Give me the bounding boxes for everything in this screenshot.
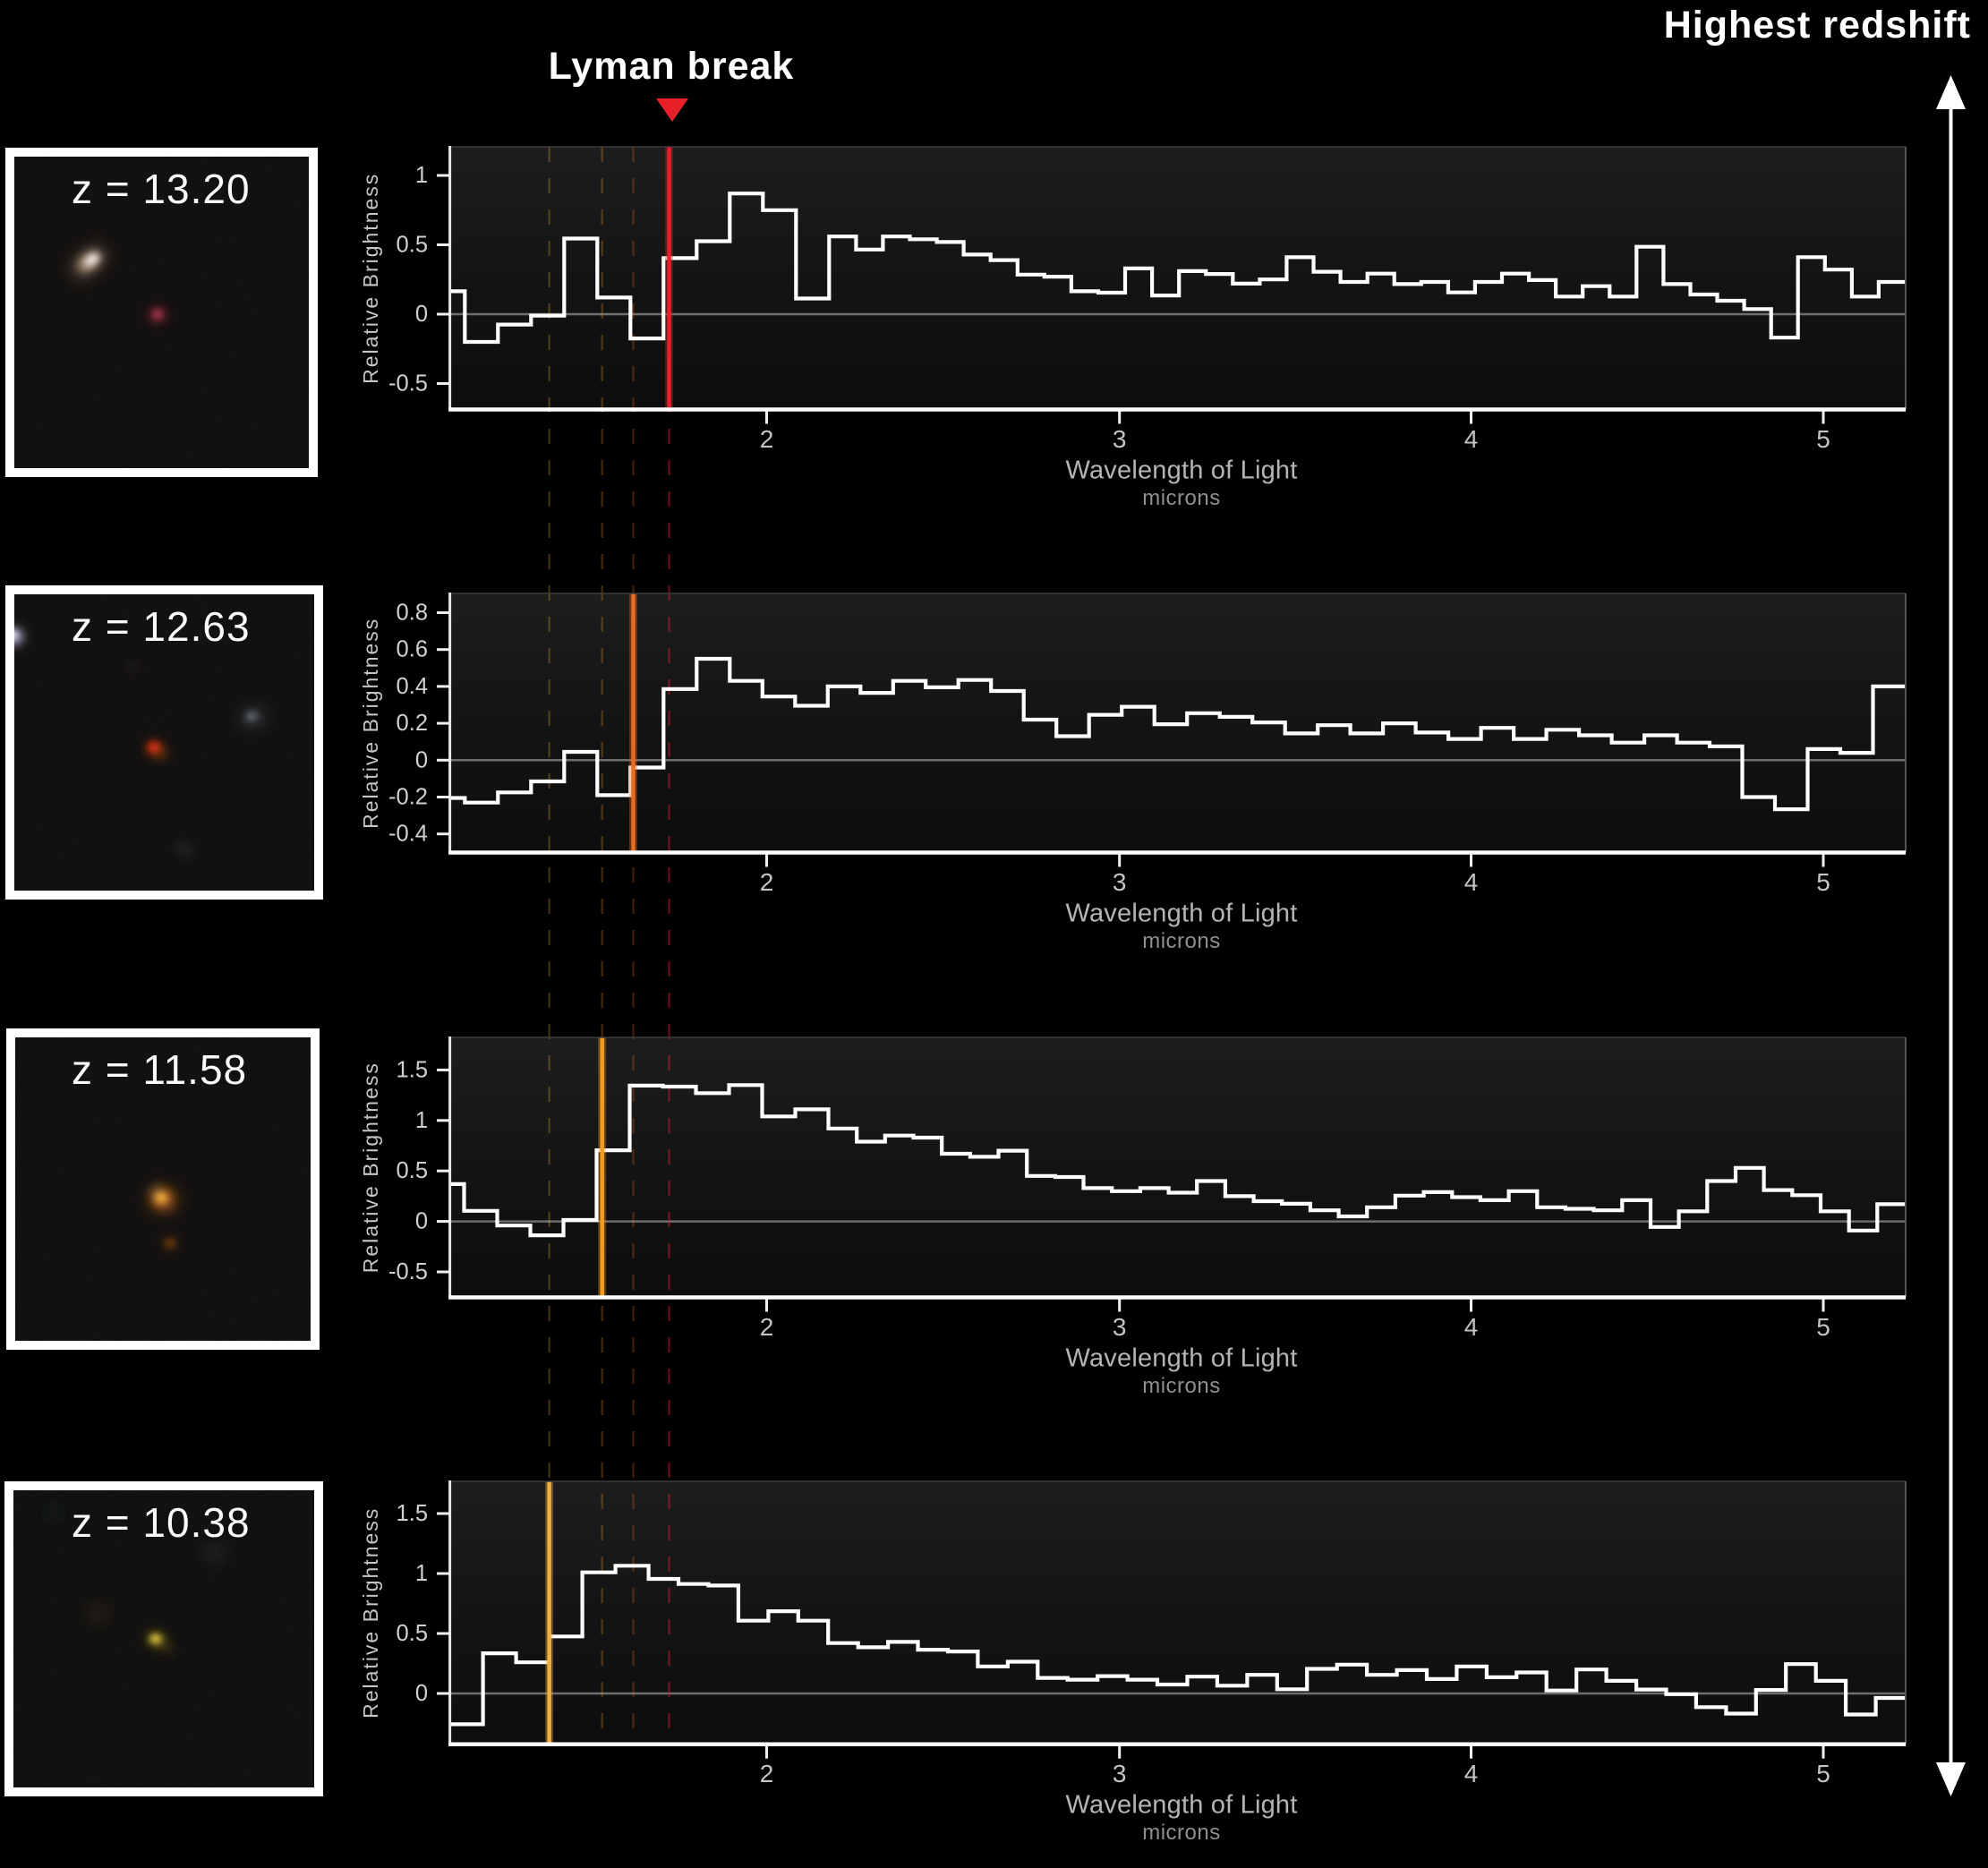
svg-text:Relative Brightness: Relative Brightness bbox=[359, 173, 382, 384]
svg-text:5: 5 bbox=[1816, 868, 1830, 896]
svg-text:2: 2 bbox=[760, 1760, 774, 1787]
svg-text:z = 10.38: z = 10.38 bbox=[72, 1499, 251, 1546]
svg-text:microns: microns bbox=[1142, 1821, 1221, 1845]
svg-text:microns: microns bbox=[1142, 929, 1221, 953]
svg-text:2: 2 bbox=[760, 425, 774, 453]
svg-text:-0.4: -0.4 bbox=[388, 822, 428, 847]
svg-text:z = 13.20: z = 13.20 bbox=[72, 166, 251, 212]
svg-text:1: 1 bbox=[415, 163, 428, 188]
svg-text:3: 3 bbox=[1113, 425, 1127, 453]
svg-text:microns: microns bbox=[1142, 486, 1221, 510]
svg-text:0.2: 0.2 bbox=[397, 711, 428, 736]
svg-text:z = 11.58: z = 11.58 bbox=[72, 1046, 247, 1093]
svg-text:5: 5 bbox=[1816, 1760, 1830, 1787]
svg-text:0: 0 bbox=[415, 747, 428, 772]
svg-text:1.5: 1.5 bbox=[397, 1501, 428, 1526]
svg-text:0: 0 bbox=[415, 1209, 428, 1234]
svg-text:1: 1 bbox=[415, 1108, 428, 1133]
svg-text:4: 4 bbox=[1464, 868, 1479, 896]
svg-text:4: 4 bbox=[1464, 1313, 1479, 1341]
svg-text:0: 0 bbox=[415, 302, 428, 327]
svg-text:2: 2 bbox=[760, 868, 774, 896]
svg-text:1.5: 1.5 bbox=[397, 1057, 428, 1082]
svg-text:Wavelength of Light: Wavelength of Light bbox=[1065, 900, 1297, 928]
svg-text:0.4: 0.4 bbox=[397, 674, 428, 699]
svg-text:z = 12.63: z = 12.63 bbox=[72, 603, 251, 650]
svg-text:-0.5: -0.5 bbox=[388, 1259, 428, 1284]
svg-text:0.5: 0.5 bbox=[397, 233, 428, 258]
svg-text:Wavelength of Light: Wavelength of Light bbox=[1065, 1344, 1297, 1373]
svg-text:Relative Brightness: Relative Brightness bbox=[359, 1062, 382, 1273]
svg-text:-0.5: -0.5 bbox=[388, 371, 428, 397]
svg-text:Relative Brightness: Relative Brightness bbox=[359, 1507, 382, 1719]
svg-text:0: 0 bbox=[415, 1681, 428, 1706]
svg-text:0.6: 0.6 bbox=[397, 637, 428, 662]
svg-text:Highest redshift: Highest redshift bbox=[1664, 4, 1971, 47]
svg-text:3: 3 bbox=[1113, 1313, 1127, 1341]
svg-text:4: 4 bbox=[1464, 425, 1479, 453]
svg-text:Wavelength of Light: Wavelength of Light bbox=[1065, 1791, 1297, 1820]
svg-text:5: 5 bbox=[1816, 425, 1830, 453]
svg-text:1: 1 bbox=[415, 1561, 428, 1586]
svg-text:Lyman break: Lyman break bbox=[549, 45, 795, 88]
svg-text:microns: microns bbox=[1142, 1374, 1221, 1398]
svg-text:Relative Brightness: Relative Brightness bbox=[359, 618, 382, 829]
svg-text:4: 4 bbox=[1464, 1760, 1479, 1787]
svg-text:0.5: 0.5 bbox=[397, 1621, 428, 1646]
svg-text:3: 3 bbox=[1113, 1760, 1127, 1787]
svg-text:-0.2: -0.2 bbox=[388, 785, 428, 810]
svg-text:Wavelength of Light: Wavelength of Light bbox=[1065, 456, 1297, 485]
svg-text:0.8: 0.8 bbox=[397, 601, 428, 626]
svg-text:2: 2 bbox=[760, 1313, 774, 1341]
svg-text:5: 5 bbox=[1816, 1313, 1830, 1341]
svg-text:3: 3 bbox=[1113, 868, 1127, 896]
svg-text:0.5: 0.5 bbox=[397, 1158, 428, 1183]
